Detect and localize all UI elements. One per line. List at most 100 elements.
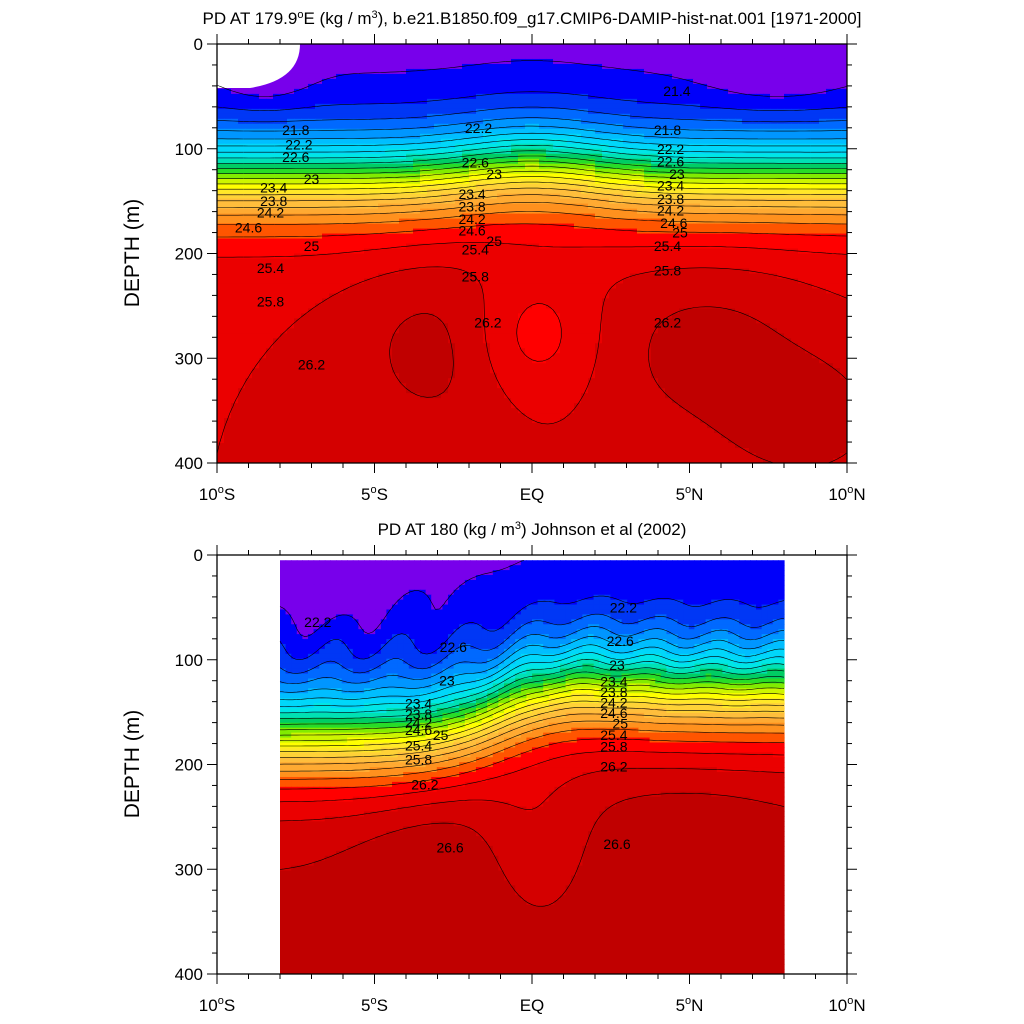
contour-fill-cell	[700, 293, 708, 299]
contour-fill-cell	[469, 83, 477, 90]
contour-fill-cell	[497, 223, 505, 230]
contour-fill-cell	[287, 193, 295, 200]
contour-fill-cell	[749, 63, 757, 70]
contour-fill-cell	[231, 233, 239, 240]
contour-fill-cell	[259, 218, 267, 225]
contour-fill-cell	[322, 153, 330, 160]
contour-fill-cell	[553, 273, 561, 280]
contour-fill-cell	[623, 83, 631, 90]
contour-fill-cell	[252, 268, 260, 275]
contour-fill-cell	[392, 113, 400, 120]
contour-fill-cell	[672, 238, 680, 245]
contour-fill-cell	[602, 123, 610, 130]
contour-fill-cell	[756, 223, 764, 230]
contour-fill-cell	[231, 98, 239, 105]
contour-fill-cell	[476, 158, 484, 165]
contour-fill-cell	[490, 248, 498, 255]
contour-fill-cell	[413, 48, 421, 55]
contour-fill-cell	[728, 258, 736, 265]
contour-fill-cell	[364, 173, 372, 180]
contour-fill-cell	[791, 123, 799, 130]
contour-fill-cell	[308, 263, 316, 270]
contour-fill-cell	[308, 44, 316, 50]
contour-fill-cell	[644, 213, 652, 220]
contour-fill-cell	[525, 293, 533, 299]
contour-fill-cell	[420, 158, 428, 165]
contour-fill-cell	[532, 78, 540, 85]
contour-fill-cell	[294, 118, 302, 125]
contour-fill-cell	[231, 148, 239, 155]
contour-fill-cell	[784, 73, 792, 80]
contour-fill-cell	[245, 253, 253, 260]
contour-fill-cell	[560, 293, 568, 299]
contour-fill-cell	[511, 193, 519, 200]
contour-fill-cell	[504, 283, 512, 290]
contour-fill-cell	[357, 138, 365, 145]
contour-fill-cell	[798, 123, 806, 130]
contour-fill-cell	[581, 93, 589, 100]
contour-fill-cell	[385, 198, 393, 205]
contour-fill-cell	[483, 88, 491, 95]
contour-fill-cell	[749, 258, 757, 265]
contour-fill-cell	[784, 313, 792, 319]
contour-fill-cell	[700, 278, 708, 285]
contour-fill-cell	[693, 203, 701, 210]
contour-fill-cell	[532, 93, 540, 100]
contour-fill-cell	[574, 228, 582, 235]
contour-fill-cell	[749, 138, 757, 145]
contour-fill-cell	[637, 158, 645, 165]
contour-fill-cell	[378, 243, 386, 250]
contour-fill-cell	[455, 88, 463, 95]
contour-fill-cell	[315, 88, 323, 95]
contour-fill-cell	[777, 133, 785, 140]
contour-fill-cell	[630, 88, 638, 95]
contour-fill-cell	[749, 163, 757, 170]
contour-fill-cell	[756, 138, 764, 145]
contour-fill-cell	[581, 123, 589, 130]
contour-fill-cell	[756, 193, 764, 200]
contour-fill-cell	[462, 98, 470, 105]
contour-fill-cell	[595, 308, 603, 314]
contour-fill-cell	[462, 233, 470, 240]
contour-fill-cell	[231, 123, 239, 130]
contour-fill-cell	[231, 248, 239, 255]
contour-fill-cell	[406, 118, 414, 125]
contour-fill-cell	[343, 178, 351, 185]
contour-fill-cell	[462, 58, 470, 65]
contour-fill-cell	[371, 98, 379, 105]
contour-fill-cell	[504, 88, 512, 95]
contour-fill-cell	[238, 98, 246, 105]
contour-fill-cell	[511, 78, 519, 85]
contour-fill-cell	[315, 278, 323, 285]
contour-fill-cell	[322, 213, 330, 220]
contour-fill-cell	[798, 78, 806, 85]
contour-fill-cell	[623, 148, 631, 155]
contour-fill-cell	[441, 253, 449, 260]
contour-fill-cell	[637, 308, 645, 314]
contour-fill-cell	[357, 198, 365, 205]
contour-fill-cell	[511, 218, 519, 225]
contour-fill-cell	[742, 288, 750, 295]
contour-fill-cell	[483, 283, 491, 290]
contour-fill-cell	[819, 213, 827, 220]
contour-fill-cell	[756, 308, 764, 314]
contour-fill-cell	[546, 118, 554, 125]
contour-fill-cell	[574, 168, 582, 175]
contour-fill-cell	[406, 153, 414, 160]
contour-fill-cell	[217, 193, 225, 200]
contour-fill-cell	[714, 128, 722, 135]
contour-fill-cell	[693, 188, 701, 195]
contour-fill-cell	[364, 273, 372, 280]
contour-fill-cell	[560, 73, 568, 80]
contour-fill-cell	[735, 148, 743, 155]
contour-fill-cell	[574, 283, 582, 290]
contour-fill-cell	[679, 228, 687, 235]
contour-fill-cell	[294, 198, 302, 205]
contour-fill-cell	[455, 203, 463, 210]
contour-fill-cell	[616, 173, 624, 180]
contour-fill-cell	[406, 148, 414, 155]
contour-fill-cell	[840, 223, 847, 230]
contour-fill-cell	[476, 123, 484, 130]
contour-fill-cell	[315, 263, 323, 270]
contour-fill-cell	[301, 58, 309, 65]
